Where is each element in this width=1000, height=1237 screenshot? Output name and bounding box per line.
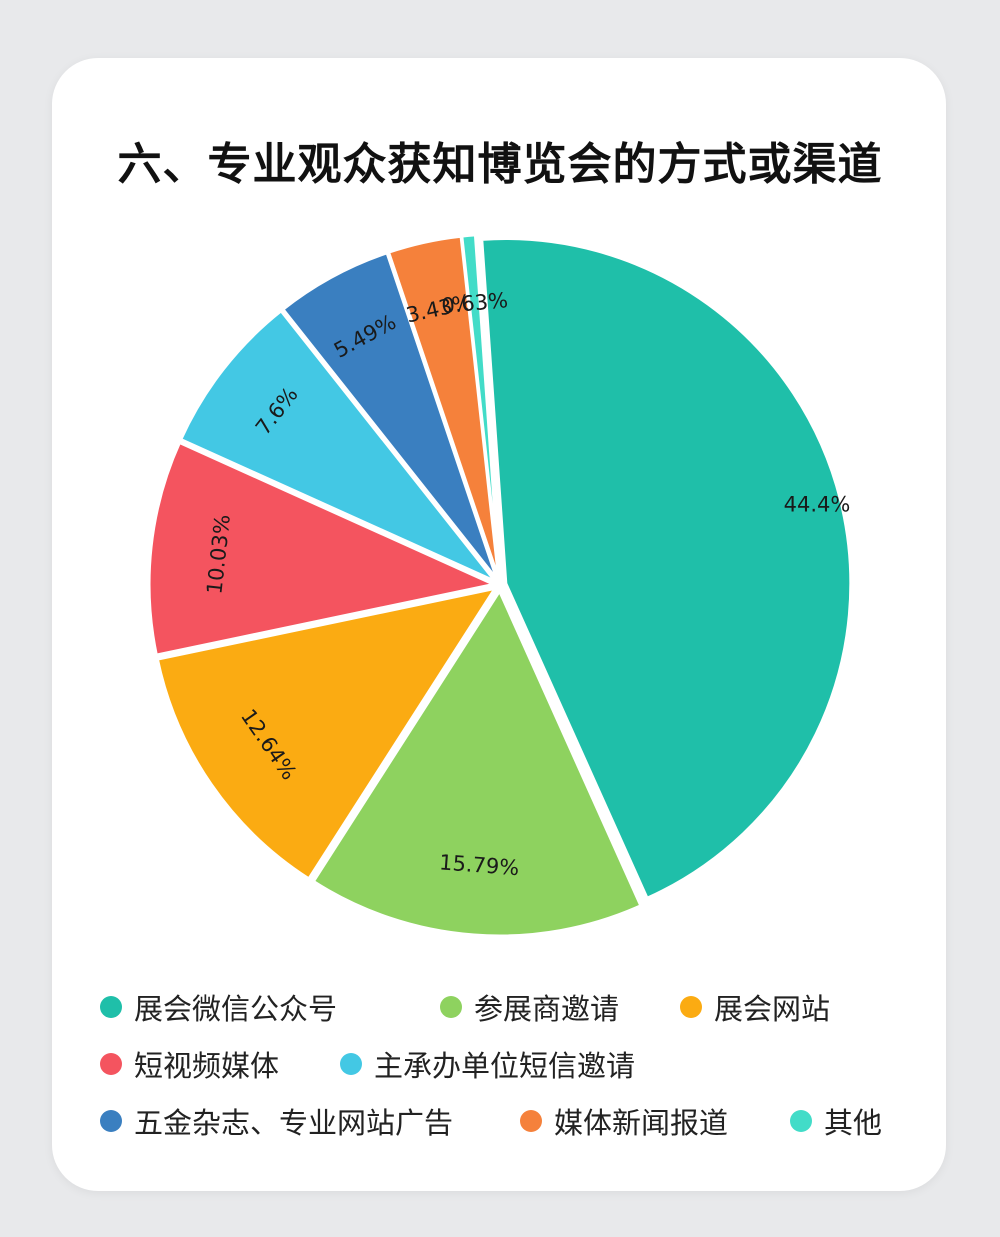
legend-item: 展会网站 xyxy=(680,985,830,1029)
legend-item: 媒体新闻报道 xyxy=(520,1099,728,1143)
pie-chart: 44.4%15.79%12.64%10.03%7.6%5.49%3.43%0.6… xyxy=(147,233,853,938)
legend-label: 短视频媒体 xyxy=(134,1049,280,1083)
legend-item: 五金杂志、专业网站广告 xyxy=(100,1099,453,1143)
pie-slice-2 xyxy=(155,586,499,881)
pie-slice-0 xyxy=(480,237,853,901)
legend-row: 短视频媒体 主承办单位短信邀请 xyxy=(100,1042,920,1099)
pie-slice-7 xyxy=(460,233,501,580)
legend-row: 展会微信公众号 参展商邀请 展会网站 xyxy=(100,985,920,1042)
legend-swatch xyxy=(790,1110,812,1132)
legend-row: 五金杂志、专业网站广告 媒体新闻报道 其他 xyxy=(100,1099,920,1156)
legend-item: 其他 xyxy=(790,1099,882,1143)
legend-swatch xyxy=(520,1110,542,1132)
legend-label: 五金杂志、专业网站广告 xyxy=(134,1106,454,1140)
pie-slice-4 xyxy=(178,308,497,583)
pie-slice-5 xyxy=(280,250,499,581)
slice-label-0: 44.4% xyxy=(784,492,851,516)
legend-item: 短视频媒体 xyxy=(100,1042,279,1086)
legend-label: 展会微信公众号 xyxy=(134,992,338,1026)
legend-swatch xyxy=(340,1053,362,1075)
legend-label: 其他 xyxy=(824,1106,883,1140)
legend-label: 媒体新闻报道 xyxy=(554,1106,729,1140)
legend-item: 主承办单位短信邀请 xyxy=(340,1042,635,1086)
legend-swatch xyxy=(440,996,462,1018)
legend-swatch xyxy=(100,1110,122,1132)
legend-item: 展会微信公众号 xyxy=(100,985,337,1029)
legend-label: 参展商邀请 xyxy=(474,992,620,1026)
slice-label-7: 0.63% xyxy=(440,288,509,318)
chart-legend: 展会微信公众号 参展商邀请 展会网站短视频媒体 主承办单位短信邀请五金杂志、专业网站广… xyxy=(100,985,920,1156)
slice-label-1: 15.79% xyxy=(438,850,520,880)
legend-swatch xyxy=(680,996,702,1018)
legend-item: 参展商邀请 xyxy=(440,985,619,1029)
chart-title: 六、专业观众获知博览会的方式或渠道 xyxy=(117,139,883,190)
pie-slice-3 xyxy=(147,440,499,657)
legend-label: 展会网站 xyxy=(714,992,831,1026)
pie-slice-1 xyxy=(311,587,643,938)
legend-swatch xyxy=(100,1053,122,1075)
legend-label: 主承办单位短信邀请 xyxy=(374,1049,636,1083)
legend-swatch xyxy=(100,996,122,1018)
